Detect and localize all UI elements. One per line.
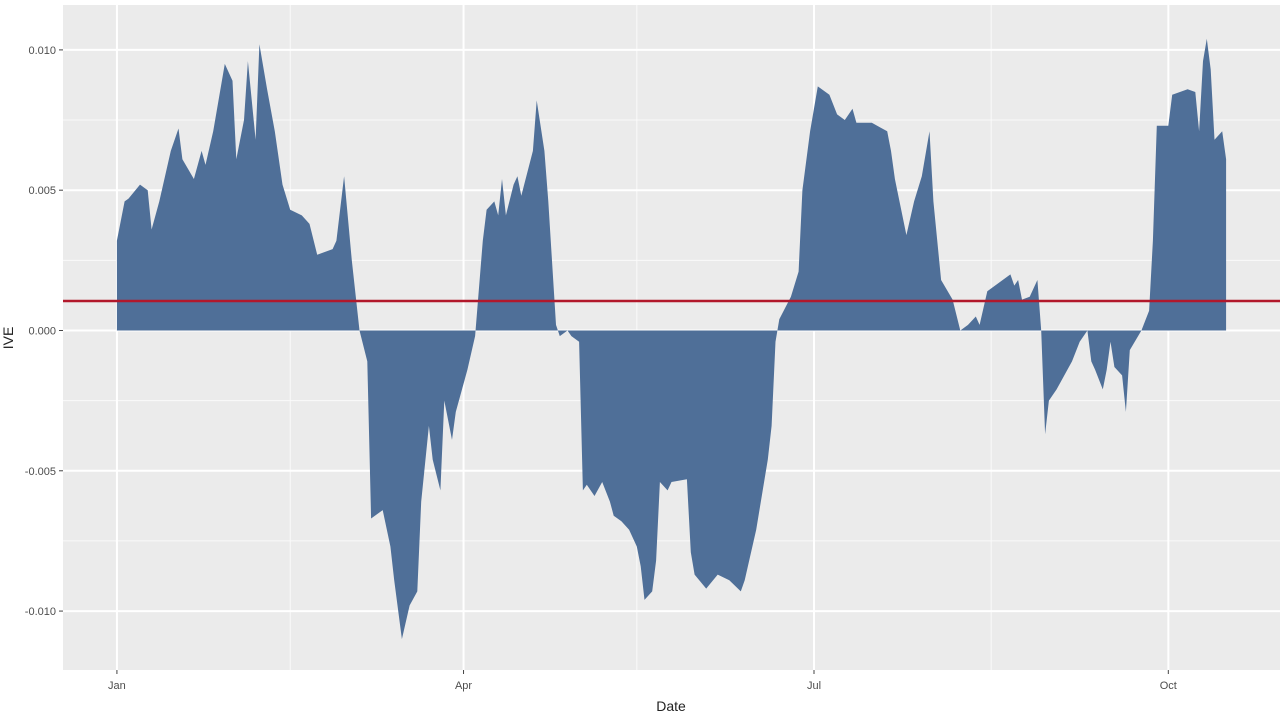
x-tick-label: Jan	[108, 680, 126, 692]
y-axis-label: IVE	[0, 327, 16, 350]
x-axis: Jan Apr Jul Oct	[108, 670, 1177, 692]
y-tick-label: 0.010	[28, 45, 56, 57]
x-axis-label: Date	[656, 698, 686, 714]
y-tick-label: -0.010	[25, 606, 56, 618]
y-tick-label: 0.000	[28, 325, 56, 337]
x-tick-label: Oct	[1160, 680, 1177, 692]
y-axis: -0.010 -0.005 0.000 0.005 0.010	[25, 45, 63, 618]
x-tick-label: Apr	[455, 680, 472, 692]
x-tick-label: Jul	[807, 680, 821, 692]
area-series	[116, 38, 1227, 640]
y-tick-label: -0.005	[25, 466, 56, 478]
y-tick-label: 0.005	[28, 185, 56, 197]
